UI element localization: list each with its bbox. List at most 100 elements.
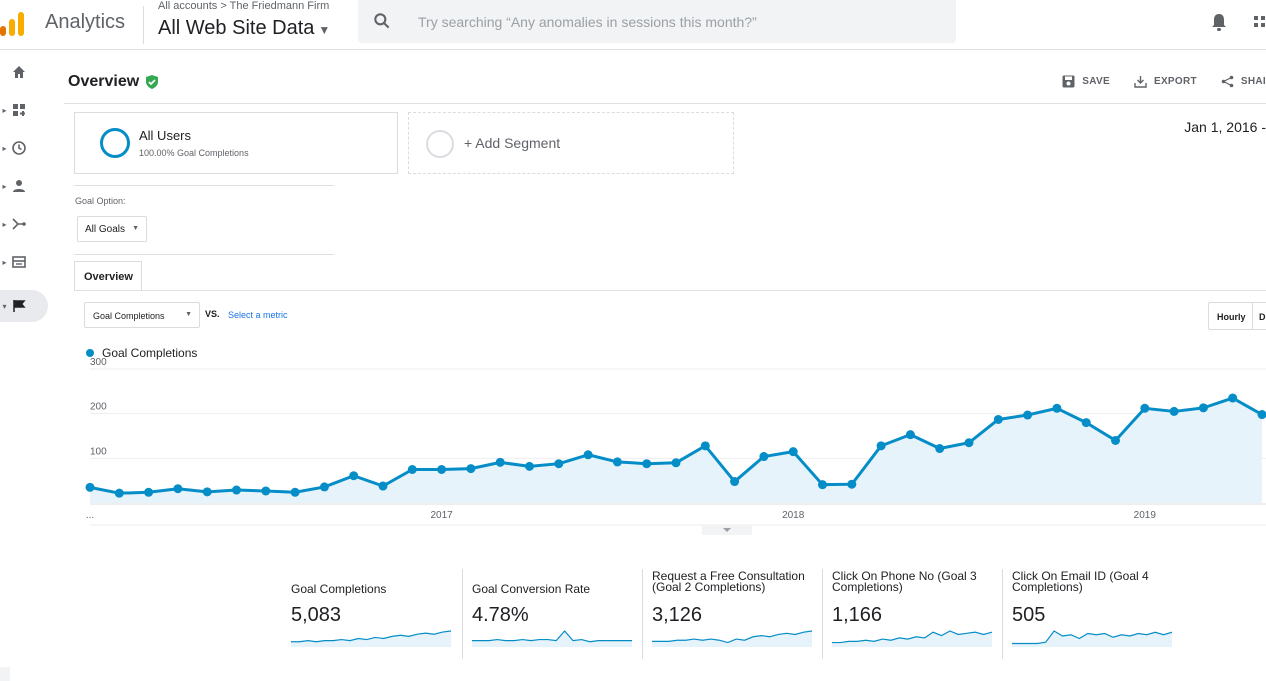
audience-person-icon bbox=[13, 180, 25, 192]
goal-completions-chart: 100 200 300... 2017 2018 2019 bbox=[85, 357, 1266, 535]
chevron-down-icon: ▼ bbox=[185, 311, 192, 318]
goal-option-select[interactable]: All Goals ▼ bbox=[77, 216, 147, 242]
search-bar[interactable]: Try searching “Any anomalies in sessions… bbox=[358, 0, 956, 43]
scorecard[interactable]: Click On Phone No (Goal 3 Completions) 1,… bbox=[822, 569, 992, 659]
segment-name: All Users bbox=[139, 128, 192, 143]
x-tick-label: 2019 bbox=[1134, 510, 1157, 521]
save-label: SAVE bbox=[1082, 76, 1110, 87]
app-name: Analytics bbox=[45, 11, 126, 33]
sidebar-item-realtime[interactable]: ▸ bbox=[0, 132, 48, 164]
data-point bbox=[1198, 403, 1208, 413]
granularity-hourly-button[interactable]: Hourly bbox=[1209, 303, 1253, 329]
tab-overview[interactable]: Overview bbox=[74, 261, 142, 291]
apps-grid-icon[interactable] bbox=[1254, 14, 1266, 30]
scorecard[interactable]: Goal Conversion Rate 4.78% bbox=[462, 569, 632, 659]
add-segment-button[interactable]: + Add Segment bbox=[408, 112, 734, 174]
date-range-picker[interactable]: Jan 1, 2016 - bbox=[1184, 119, 1266, 135]
analytics-logo-icon[interactable] bbox=[0, 12, 30, 36]
data-point bbox=[583, 450, 593, 460]
sparkline-line bbox=[652, 630, 812, 644]
granularity-day-button[interactable]: D bbox=[1259, 312, 1266, 322]
scorecard-value: 1,166 bbox=[832, 604, 883, 626]
home-icon bbox=[13, 66, 25, 78]
data-point bbox=[1023, 410, 1033, 420]
sparkline-area bbox=[472, 631, 632, 647]
property-name: All Web Site Data bbox=[158, 17, 315, 39]
scorecard-value: 4.78% bbox=[472, 604, 529, 626]
legend-label: Goal Completions bbox=[102, 346, 198, 360]
export-button[interactable]: EXPORT bbox=[1134, 75, 1197, 88]
main-content: Overview SAVE EXPORT SHAI All Users 100.… bbox=[50, 51, 1266, 681]
data-point bbox=[1257, 410, 1266, 420]
customization-icon bbox=[13, 104, 25, 116]
data-point bbox=[671, 458, 681, 468]
data-point bbox=[818, 480, 827, 490]
segment-ring-icon bbox=[100, 128, 130, 158]
sidebar-item-acquisition[interactable]: ▸ bbox=[0, 208, 48, 240]
scorecard-label: Goal Conversion Rate bbox=[472, 582, 591, 596]
search-input[interactable]: Try searching “Any anomalies in sessions… bbox=[418, 14, 757, 30]
report-actions: SAVE EXPORT SHAI bbox=[1062, 75, 1266, 88]
scorecard-label: Request a Free Consultation (Goal 2 Comp… bbox=[652, 569, 805, 594]
data-point bbox=[114, 488, 124, 498]
data-point bbox=[261, 486, 271, 496]
save-button[interactable]: SAVE bbox=[1062, 75, 1110, 88]
goal-divider bbox=[74, 254, 334, 255]
scorecard-label: Click On Email ID (Goal 4 Completions) bbox=[1012, 569, 1149, 594]
scorecard-sparkline bbox=[472, 630, 632, 647]
data-point bbox=[85, 482, 95, 492]
data-point bbox=[378, 481, 388, 491]
chevron-down-icon: ▼ bbox=[132, 225, 139, 232]
share-button[interactable]: SHAI bbox=[1221, 75, 1266, 88]
select-metric-link[interactable]: Select a metric bbox=[228, 310, 288, 320]
sidebar-item-behavior[interactable]: ▸ bbox=[0, 246, 48, 278]
property-selector[interactable]: All Web Site Data ▼ bbox=[158, 17, 330, 40]
data-point bbox=[437, 465, 447, 474]
export-label: EXPORT bbox=[1153, 76, 1197, 87]
scorecards: Goal Completions 5,083 Goal Conversion Rat… bbox=[282, 569, 1182, 659]
y-tick-label: 300 bbox=[90, 357, 107, 368]
notifications-bell-icon[interactable] bbox=[1210, 12, 1228, 32]
data-point bbox=[759, 452, 769, 462]
conversions-flag-icon bbox=[13, 300, 26, 312]
realtime-clock-icon bbox=[12, 141, 26, 155]
scorecard-sparkline bbox=[832, 630, 992, 647]
sparkline-line bbox=[1012, 630, 1172, 645]
segment-divider bbox=[74, 185, 334, 186]
chevron-down-icon bbox=[723, 528, 731, 532]
add-segment-label: + Add Segment bbox=[464, 135, 561, 151]
data-point bbox=[202, 487, 212, 497]
scorecard-value: 3,126 bbox=[652, 604, 703, 626]
data-point bbox=[700, 441, 710, 451]
scorecard[interactable]: Goal Completions 5,083 bbox=[282, 569, 452, 659]
scorecard[interactable]: Click On Email ID (Goal 4 Completions) 50… bbox=[1002, 569, 1172, 659]
sidebar-item-audience[interactable]: ▸ bbox=[0, 170, 48, 202]
scorecard[interactable]: Request a Free Consultation (Goal 2 Comp… bbox=[642, 569, 812, 659]
data-point bbox=[847, 479, 857, 489]
add-segment-ring-icon bbox=[426, 130, 454, 158]
data-point bbox=[1111, 435, 1120, 445]
share-icon bbox=[1221, 75, 1234, 88]
sidebar: ▸ ▸ ▸ ▸ ▸ ▾ bbox=[0, 50, 50, 681]
y-tick-label: 200 bbox=[90, 402, 107, 413]
tab-underline bbox=[74, 290, 1266, 291]
page-title: Overview bbox=[68, 73, 159, 91]
goal-option-label: Goal Option: bbox=[75, 196, 126, 206]
breadcrumb[interactable]: All accounts > The Friedmann Firm bbox=[158, 0, 330, 12]
data-point bbox=[466, 464, 476, 474]
series-area bbox=[90, 398, 1262, 503]
sidebar-item-customization[interactable]: ▸ bbox=[0, 94, 48, 126]
segment-all-users[interactable]: All Users 100.00% Goal Completions bbox=[74, 112, 398, 174]
share-label: SHAI bbox=[1240, 76, 1266, 87]
data-point bbox=[232, 485, 241, 495]
data-point bbox=[876, 441, 886, 451]
search-icon bbox=[374, 13, 390, 29]
export-icon bbox=[1134, 76, 1147, 88]
data-point bbox=[319, 482, 329, 492]
data-point bbox=[290, 487, 300, 497]
data-point bbox=[525, 461, 534, 471]
metric-select[interactable]: Goal Completions ▼ bbox=[84, 302, 200, 328]
sidebar-item-conversions[interactable]: ▾ bbox=[0, 290, 48, 322]
sidebar-item-home[interactable] bbox=[0, 56, 48, 88]
data-point bbox=[1081, 418, 1091, 428]
